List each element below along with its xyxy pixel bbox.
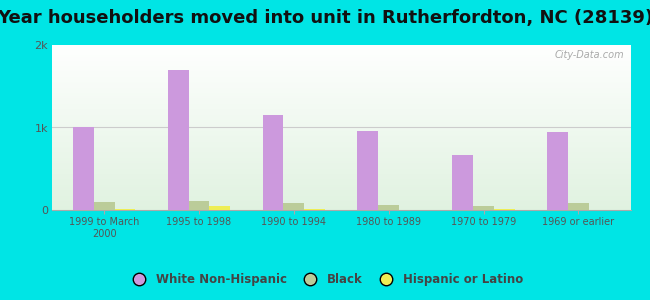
Legend: White Non-Hispanic, Black, Hispanic or Latino: White Non-Hispanic, Black, Hispanic or L… [122, 269, 528, 291]
Bar [94, 202, 114, 210]
Bar [568, 202, 589, 210]
Bar [547, 132, 568, 210]
Bar [473, 206, 494, 210]
Text: Year householders moved into unit in Rutherfordton, NC (28139): Year householders moved into unit in Rut… [0, 9, 650, 27]
Text: City-Data.com: City-Data.com [555, 50, 625, 60]
Bar [304, 209, 325, 210]
Bar [452, 155, 473, 210]
Bar [378, 205, 399, 210]
Bar [494, 209, 515, 210]
Bar [358, 131, 378, 210]
Bar [168, 70, 188, 210]
Bar [188, 201, 209, 210]
Bar [73, 128, 94, 210]
Bar [283, 202, 304, 210]
Bar [209, 206, 230, 210]
Bar [263, 115, 283, 210]
Bar [114, 209, 135, 210]
